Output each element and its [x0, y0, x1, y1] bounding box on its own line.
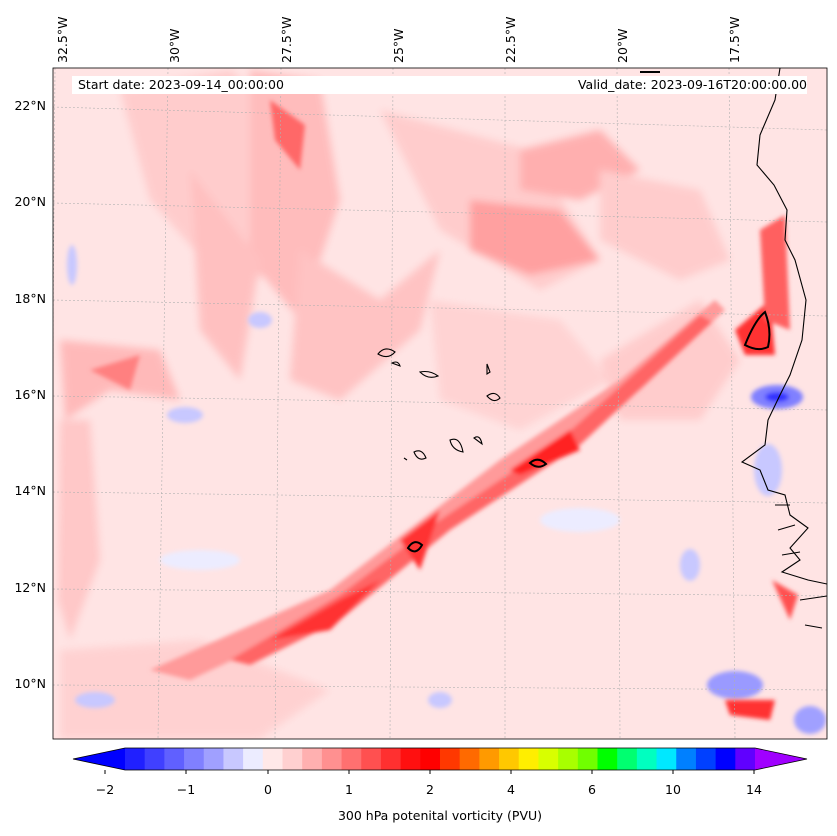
colorbar-tick-label: 10 [665, 782, 681, 797]
colorbar-tick-label: −1 [176, 782, 196, 797]
colorbar-tick-label: 14 [746, 782, 762, 797]
lon-label: 17.5°W [727, 16, 742, 63]
colorbar-label: 300 hPa potenital vorticity (PVU) [337, 808, 543, 823]
colorbar-swatch [302, 748, 323, 770]
colorbar-swatch [499, 748, 520, 770]
lat-label: 20°N [14, 194, 46, 209]
lat-label: 14°N [14, 483, 46, 498]
colorbar-tick-label: 0 [264, 782, 272, 797]
colorbar-swatch [735, 748, 756, 770]
lon-label: 27.5°W [279, 16, 294, 63]
colorbar-swatch [164, 748, 185, 770]
lat-label: 22°N [14, 98, 46, 113]
colorbar-swatch [184, 748, 205, 770]
colorbar-swatch [636, 748, 658, 770]
start-date-label: Start date: 2023-09-14_00:00:00 [72, 76, 498, 94]
colorbar-swatch [341, 748, 362, 770]
colorbar-swatch [656, 748, 677, 770]
colorbar-tick-label: 1 [345, 782, 353, 797]
colorbar-swatch [144, 748, 165, 770]
valid-date-label: Valid_date: 2023-09-16T20:00:00.00 [492, 76, 807, 94]
colorbar-swatch [558, 748, 579, 770]
colorbar-swatch [518, 748, 539, 770]
lon-label: 20°W [615, 28, 630, 63]
colorbar-extend-min [73, 748, 125, 770]
colorbar-swatch [243, 748, 264, 770]
lon-label: 22.5°W [503, 16, 518, 63]
colorbar-swatch [203, 748, 224, 770]
colorbar-tick-label: 4 [507, 782, 515, 797]
lon-label: 30°W [167, 28, 182, 63]
colorbar-extend-max [755, 748, 807, 770]
colorbar [72, 747, 808, 774]
lon-label: 32.5°W [55, 16, 70, 63]
colorbar-swatch [695, 748, 717, 770]
colorbar-swatch [538, 748, 559, 770]
colorbar-swatch [223, 748, 244, 770]
colorbar-swatch [676, 748, 697, 770]
colorbar-outline [72, 747, 808, 771]
colorbar-swatch [715, 748, 736, 770]
colorbar-tick-label: 6 [588, 782, 596, 797]
colorbar-tick-label: −2 [95, 782, 115, 797]
colorbar-swatch [420, 748, 441, 770]
colorbar-tick-label: 2 [426, 782, 434, 797]
colorbar-swatch [459, 748, 480, 770]
colorbar-swatch [577, 748, 598, 770]
colorbar-swatch [400, 748, 421, 770]
colorbar-swatch [361, 748, 382, 770]
lat-label: 10°N [14, 676, 46, 691]
lat-label: 16°N [14, 387, 46, 402]
lat-label: 12°N [14, 580, 46, 595]
pv-field [53, 68, 827, 739]
colorbar-swatch [125, 748, 146, 770]
colorbar-swatch [597, 748, 618, 770]
lat-label: 18°N [14, 291, 46, 306]
colorbar-swatch [617, 748, 638, 770]
lon-label: 25°W [391, 28, 406, 63]
colorbar-swatch [440, 748, 461, 770]
colorbar-swatch [380, 748, 402, 770]
colorbar-swatch [282, 748, 303, 770]
colorbar-swatch [479, 748, 500, 770]
colorbar-swatch [321, 748, 343, 770]
coastline-africa [740, 68, 827, 585]
colorbar-swatch [262, 748, 283, 770]
cape-verde-islands [377, 348, 501, 461]
